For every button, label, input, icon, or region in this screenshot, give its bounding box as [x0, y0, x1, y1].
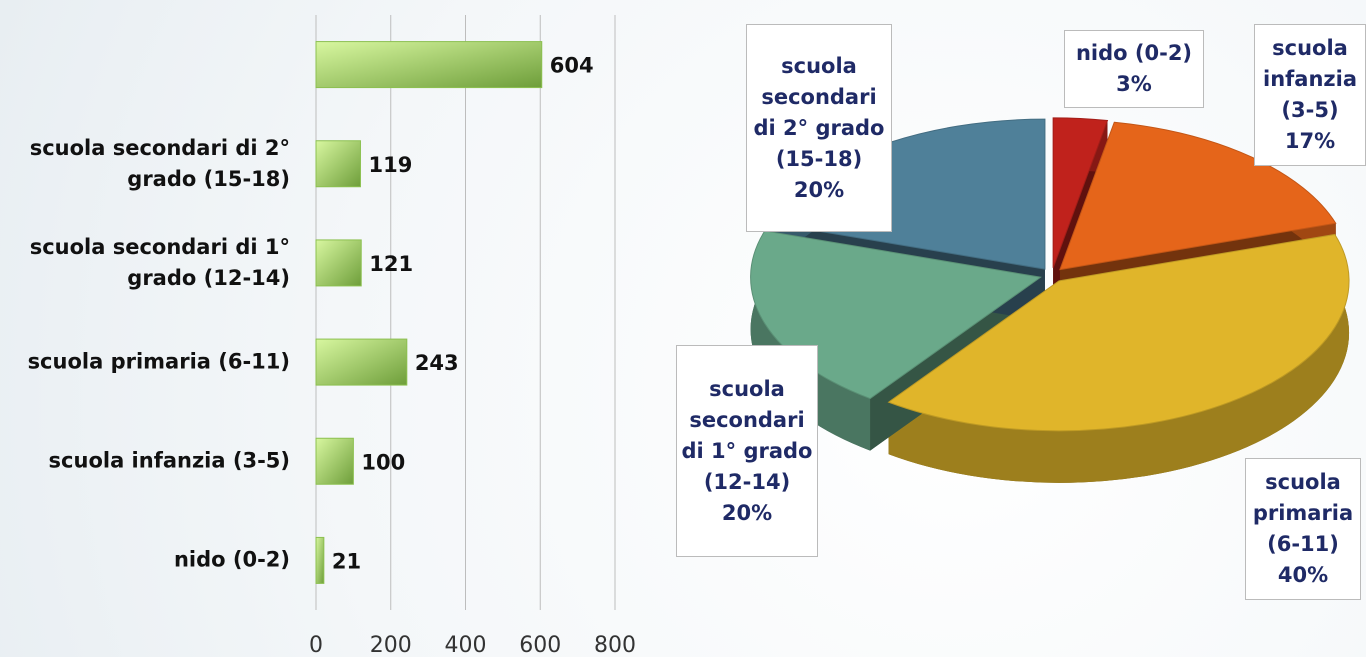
bar [315, 140, 361, 188]
data-label: 604 [550, 54, 594, 78]
pie-slice [1059, 121, 1337, 271]
x-tick-label: 0 [309, 633, 323, 657]
x-tick-label: 400 [445, 633, 487, 657]
pie-slice-wall [888, 234, 1350, 483]
pie-slice-wall [750, 230, 871, 451]
y-tick-label: scuola secondari di 1° grado (12-14) [29, 234, 290, 290]
bar [315, 41, 543, 89]
pie-label: scuola infanzia (3-5) 17% [1254, 24, 1366, 166]
bar [315, 239, 362, 287]
pie-slice [887, 233, 1350, 432]
x-tick-label: 800 [594, 633, 636, 657]
pie-label: scuola secondari di 2° grado (15-18) 20% [746, 24, 892, 232]
pie-label: scuola primaria (6-11) 40% [1245, 458, 1361, 600]
pie-label-value: 17% [1284, 129, 1336, 153]
pie-label-category: scuola secondari di 1° grado (12-14) [681, 376, 813, 494]
pie-label-value: 3% [1116, 72, 1152, 96]
bar [315, 536, 325, 584]
pie-label: nido (0-2) 3% [1064, 30, 1204, 108]
data-label: 100 [361, 450, 405, 474]
pie-label-value: 20% [721, 500, 773, 525]
data-label: 119 [368, 153, 412, 177]
pie-label-value: 20% [793, 177, 845, 202]
pie-label: scuola secondari di 1° grado (12-14) 20% [676, 345, 818, 557]
y-tick-label: scuola primaria (6-11) [27, 349, 290, 374]
bar [315, 338, 408, 386]
data-label: 21 [332, 549, 361, 573]
bar [315, 437, 354, 485]
data-label: 243 [415, 351, 459, 375]
x-tick-label: 600 [519, 633, 561, 657]
y-tick-label: scuola secondari di 2° grado (15-18) [29, 135, 290, 191]
pie-label-category: nido (0-2) [1075, 41, 1193, 65]
pie-label-category: scuola secondari di 2° grado (15-18) [753, 53, 885, 171]
pie-slice [1052, 117, 1109, 269]
y-tick-label: scuola infanzia (3-5) [48, 448, 290, 473]
data-label: 121 [369, 252, 413, 276]
y-tick-label: nido (0-2) [173, 547, 290, 572]
pie-label-category: scuola primaria (6-11) [1252, 470, 1354, 556]
pie-label-value: 40% [1277, 563, 1329, 587]
pie-label-category: scuola infanzia (3-5) [1263, 36, 1357, 122]
pie-slice [750, 230, 1042, 400]
x-tick-label: 200 [370, 633, 412, 657]
